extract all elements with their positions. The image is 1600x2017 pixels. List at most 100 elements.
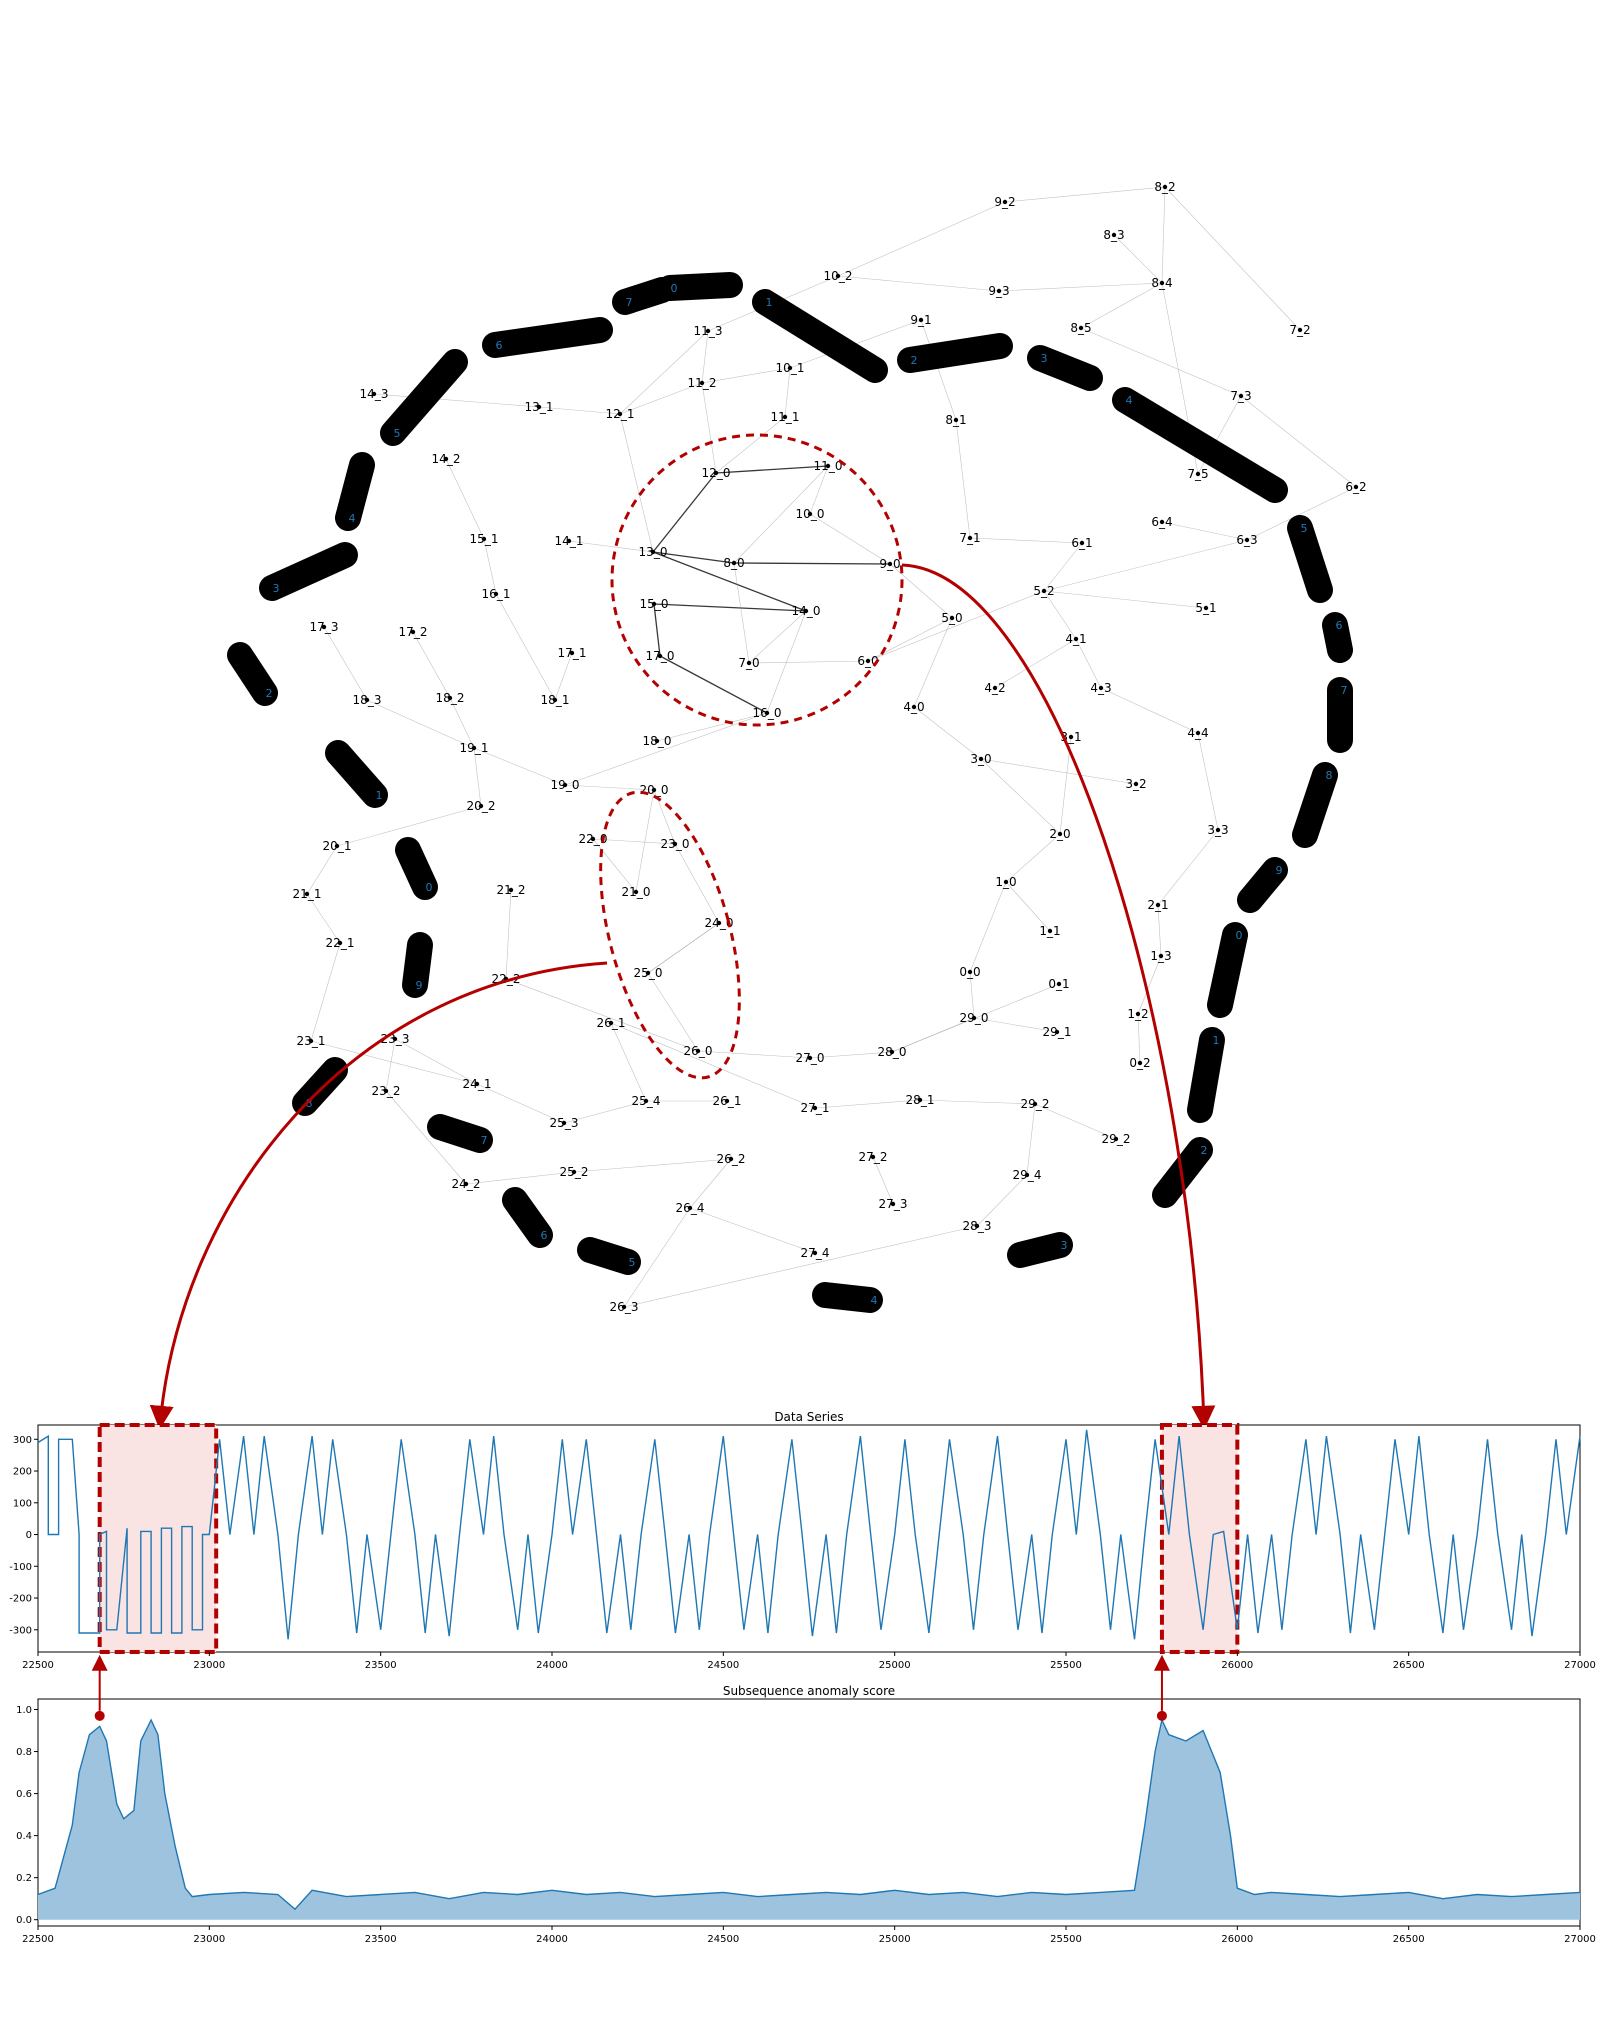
graph-edge [1100, 687, 1199, 734]
graph-node [1244, 537, 1250, 543]
y-tick-label: -200 [9, 1594, 32, 1605]
graph-edge [610, 1022, 647, 1102]
graph-node [807, 511, 813, 517]
graph-edge [1161, 186, 1166, 284]
x-tick-label: 26000 [1221, 1660, 1253, 1671]
node-label: 23_2 [372, 1084, 401, 1098]
cycle-segment-label: 1 [766, 296, 773, 309]
node-label: 27_3 [879, 1197, 908, 1211]
x-tick-label: 26500 [1393, 1660, 1425, 1671]
graph-node [569, 650, 575, 656]
cycle-segment-label: 0 [426, 881, 433, 894]
graph-edge [483, 538, 497, 595]
graph-node [705, 328, 711, 334]
graph-edge [1240, 395, 1357, 488]
graph-edge [955, 419, 971, 539]
score-fill [38, 1720, 1580, 1920]
graph-node [392, 1036, 398, 1042]
node-label: 24_2 [452, 1177, 481, 1191]
graph-node [992, 685, 998, 691]
graph-edge [1080, 327, 1242, 397]
node-label: 9_0 [879, 557, 900, 571]
cycle-segment-label: 6 [496, 339, 503, 352]
graph-edge [619, 382, 703, 415]
cycle-segment [335, 452, 375, 531]
graph-edge [473, 747, 566, 786]
node-label: 4_1 [1065, 632, 1086, 646]
graph-node [1159, 519, 1165, 525]
node-label: 23_1 [297, 1034, 326, 1048]
node-label: 2_0 [1049, 827, 1070, 841]
graph-node [699, 380, 705, 386]
graph-edge [385, 1090, 467, 1185]
node-label: 29_4 [1013, 1168, 1042, 1182]
node-label: 6_3 [1236, 533, 1257, 547]
graph-edge [1026, 1103, 1036, 1176]
node-label: 28_1 [906, 1093, 935, 1107]
graph-node [493, 591, 499, 597]
node-label: 7_5 [1187, 467, 1208, 481]
graph-node [812, 1250, 818, 1256]
cycle-segment [1287, 515, 1333, 603]
node-label: 20_2 [467, 799, 496, 813]
x-tick-label: 26500 [1393, 1934, 1425, 1945]
graph-node [508, 887, 514, 893]
graph-node [1137, 1060, 1143, 1066]
graph-node [887, 561, 893, 567]
graph-node [1032, 1101, 1038, 1107]
graph-node [536, 404, 542, 410]
node-label: 0_2 [1129, 1056, 1150, 1070]
node-label: 29_1 [1043, 1025, 1072, 1039]
graph-node [890, 1201, 896, 1207]
node-label: 29_2 [1021, 1097, 1050, 1111]
x-tick-label: 22500 [22, 1660, 54, 1671]
graph-node [835, 273, 841, 279]
graph-edge [1137, 1013, 1141, 1064]
cycle-segment-label: 5 [629, 1256, 636, 1269]
graph-edge [969, 971, 975, 1019]
node-label: 18_2 [436, 691, 465, 705]
node-label: 1_3 [1150, 949, 1171, 963]
graph-edge [994, 638, 1077, 689]
arrow-left [149, 961, 608, 1430]
score-line [37, 1717, 1581, 1911]
graph-node [566, 538, 572, 544]
node-label: 10_2 [824, 269, 853, 283]
graph-edge [715, 465, 829, 474]
node-label: 23_0 [661, 837, 690, 851]
graph-node [996, 288, 1002, 294]
graph-edge [1080, 282, 1163, 329]
graph-edge [495, 593, 556, 701]
graph-edge [1043, 590, 1077, 640]
graph-node [1133, 781, 1139, 787]
graph-edge [969, 537, 1083, 544]
graph-node [651, 601, 657, 607]
node-label: 14_0 [792, 604, 821, 618]
y-tick-label: -100 [9, 1562, 32, 1573]
cycle-segment-label: 3 [1041, 352, 1048, 365]
cycle-segment [502, 1187, 553, 1248]
graph-edge [623, 1207, 691, 1308]
series-path [37, 1429, 1581, 1640]
graph-edge [1005, 881, 1051, 932]
x-tick-label: 22500 [22, 1934, 54, 1945]
graph-node [651, 787, 657, 793]
graph-node [1155, 902, 1161, 908]
graph-node [1158, 953, 1164, 959]
node-label: 8_1 [945, 413, 966, 427]
graph-node [731, 560, 737, 566]
graph-edge [592, 838, 676, 845]
graph-edge [809, 1051, 893, 1059]
graph-node [478, 803, 484, 809]
peak-marker [94, 1710, 105, 1721]
graph-node [410, 629, 416, 635]
graph-edge [623, 1225, 978, 1308]
cycle-segment [427, 1114, 493, 1153]
graph-edge [505, 978, 699, 1052]
graph-edge [653, 603, 807, 612]
graph-node [654, 738, 660, 744]
node-label: 21_0 [622, 885, 651, 899]
x-tick-label: 25000 [879, 1660, 911, 1671]
graph-node [1215, 827, 1221, 833]
highlight-region [97, 1423, 219, 1654]
